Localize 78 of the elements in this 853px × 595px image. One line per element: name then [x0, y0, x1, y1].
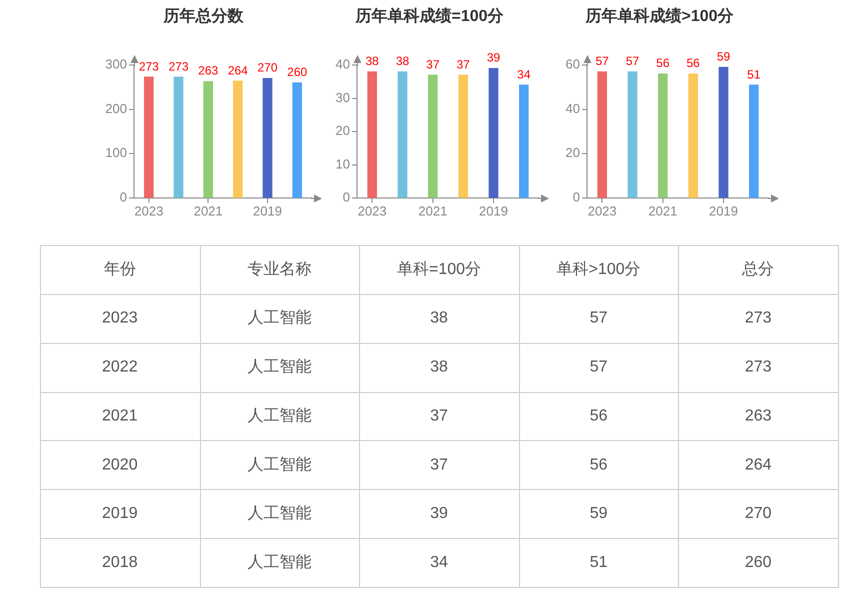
data-label: 270	[744, 505, 772, 522]
data-label: 37	[430, 456, 448, 474]
data-label: 56	[656, 56, 670, 70]
y-tick-label: 2023	[102, 310, 138, 327]
x-tick-label: 2021	[194, 203, 223, 218]
x-tick-label: 2021	[418, 203, 448, 218]
y-tick-label: 0	[342, 190, 350, 205]
data-label: 38	[365, 54, 380, 68]
chart-title: 历年单科成绩>100分	[584, 7, 735, 26]
x-tick-label: 专业名称	[247, 260, 312, 278]
x-tick-label: 单科=100分	[396, 260, 482, 278]
annotation: 人工智能	[247, 358, 312, 376]
annotation: 人工智能	[247, 406, 312, 424]
data-label: 56	[686, 56, 700, 70]
x-tick-label: 2023	[134, 203, 164, 218]
y-tick-label: 10	[336, 156, 350, 172]
annotation: 人工智能	[247, 552, 312, 571]
annotation: 人工智能	[247, 455, 312, 474]
data-label: 270	[257, 60, 278, 75]
data-label: 57	[590, 358, 608, 376]
x-tick-label: 2023	[358, 203, 387, 218]
data-label: 37	[426, 57, 440, 72]
y-tick-label: 100	[105, 145, 127, 160]
y-axis-title: 年份	[104, 260, 136, 278]
annotation: 人工智能	[247, 308, 312, 327]
data-label: 57	[590, 310, 608, 327]
y-tick-label: 20	[336, 123, 350, 138]
data-label: 264	[228, 63, 248, 78]
y-tick-label: 200	[105, 100, 127, 116]
chart-title: 历年总分数	[162, 7, 244, 26]
data-label: 38	[430, 358, 448, 376]
data-label: 59	[716, 50, 730, 64]
x-tick-label: 总分	[741, 260, 774, 278]
data-label: 51	[590, 554, 608, 571]
data-label: 38	[396, 54, 410, 68]
y-tick-label: 0	[572, 190, 580, 205]
y-tick-label: 40	[566, 100, 580, 116]
data-label: 57	[595, 54, 610, 68]
data-label: 273	[744, 310, 772, 327]
data-label: 263	[198, 64, 218, 78]
y-tick-label: 30	[336, 90, 350, 105]
data-label: 264	[744, 456, 772, 474]
y-tick-label: 2022	[102, 358, 138, 376]
data-label: 38	[430, 310, 448, 327]
y-tick-label: 40	[336, 56, 350, 72]
y-tick-label: 2018	[102, 554, 138, 571]
y-tick-label: 300	[105, 56, 127, 72]
data-label: 57	[626, 54, 640, 68]
data-label: 51	[747, 67, 761, 82]
data-label: 56	[590, 456, 608, 474]
data-label: 37	[456, 57, 470, 72]
x-tick-label: 2021	[648, 203, 678, 218]
data-label: 34	[430, 554, 448, 571]
x-tick-label: 2019	[709, 203, 738, 218]
data-label: 39	[486, 50, 500, 65]
y-tick-label: 2020	[102, 456, 138, 474]
x-tick-label: 2019	[253, 203, 282, 218]
data-label: 273	[138, 59, 160, 74]
y-tick-label: 0	[120, 190, 127, 205]
y-tick-label: 2021	[102, 407, 138, 424]
data-label: 39	[430, 505, 448, 522]
data-label: 260	[287, 65, 308, 80]
data-label: 34	[517, 67, 531, 82]
data-label: 273	[744, 358, 772, 376]
y-tick-label: 2019	[102, 505, 138, 522]
y-tick-label: 20	[566, 145, 580, 160]
annotation: 人工智能	[247, 504, 312, 522]
y-tick-label: 60	[566, 56, 580, 72]
data-label: 260	[744, 554, 772, 571]
x-tick-label: 单科>100分	[556, 260, 641, 278]
x-tick-label: 2023	[588, 203, 617, 218]
data-label: 273	[168, 59, 189, 74]
data-label: 37	[430, 407, 448, 424]
data-label: 263	[744, 407, 772, 424]
chart-title: 历年单科成绩=100分	[354, 7, 505, 26]
data-label: 59	[590, 505, 608, 522]
x-tick-label: 2019	[479, 203, 508, 218]
data-label: 56	[590, 407, 608, 424]
